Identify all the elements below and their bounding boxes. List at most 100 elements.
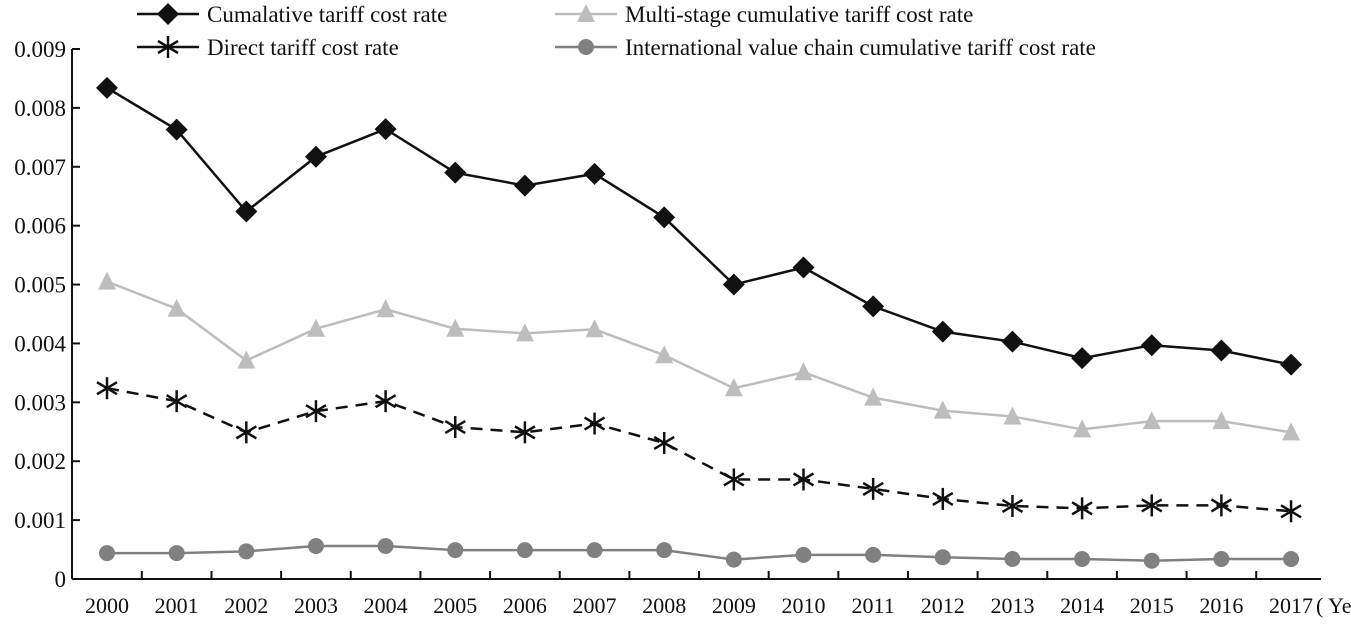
marker-circle bbox=[1213, 550, 1230, 567]
legend-item: International value chain cumulative tar… bbox=[555, 35, 1096, 60]
marker-diamond bbox=[1280, 353, 1303, 376]
x-tick-label: 2008 bbox=[642, 593, 686, 618]
marker-asterisk bbox=[723, 468, 745, 491]
series-line bbox=[106, 386, 1292, 513]
marker-circle bbox=[578, 39, 594, 55]
marker-triangle bbox=[864, 387, 883, 406]
marker-asterisk bbox=[96, 377, 118, 400]
x-tick-label: 2002 bbox=[224, 593, 268, 618]
marker-asterisk bbox=[1001, 494, 1024, 517]
marker-asterisk bbox=[862, 477, 884, 500]
marker-triangle bbox=[933, 400, 952, 419]
series-diamond bbox=[96, 76, 1303, 376]
legend-label: Multi-stage cumulative tariff cost rate bbox=[625, 2, 973, 27]
marker-asterisk bbox=[653, 431, 675, 454]
marker-triangle bbox=[585, 319, 604, 338]
marker-stroke bbox=[792, 472, 815, 487]
marker-diamond bbox=[583, 162, 606, 185]
marker-asterisk bbox=[305, 400, 327, 423]
series-layer bbox=[96, 76, 1303, 569]
x-tick-label: 2009 bbox=[712, 593, 756, 618]
marker-diamond bbox=[862, 295, 885, 318]
marker-stroke bbox=[1210, 498, 1233, 513]
x-tick-label: 2014 bbox=[1060, 593, 1104, 618]
marker-triangle bbox=[167, 298, 186, 317]
x-tick-label: 2004 bbox=[364, 593, 408, 618]
marker-circle bbox=[516, 542, 533, 559]
marker-stroke bbox=[932, 491, 954, 506]
marker-triangle bbox=[306, 318, 325, 337]
y-tick-label: 0 bbox=[55, 567, 67, 592]
marker-stroke bbox=[583, 416, 606, 431]
x-tick-label: 2005 bbox=[433, 593, 477, 618]
legend-label: Direct tariff cost rate bbox=[207, 35, 399, 60]
marker-asterisk bbox=[1141, 494, 1163, 517]
marker-asterisk bbox=[514, 421, 536, 444]
marker-stroke bbox=[723, 472, 745, 487]
marker-asterisk bbox=[235, 421, 257, 444]
marker-asterisk bbox=[1071, 497, 1093, 520]
marker-diamond bbox=[931, 320, 954, 343]
series-line bbox=[107, 544, 1292, 562]
marker-triangle bbox=[1212, 411, 1231, 430]
marker-triangle bbox=[515, 323, 534, 342]
series-triangle bbox=[98, 271, 1301, 441]
marker-circle bbox=[1143, 552, 1160, 569]
marker-circle bbox=[934, 549, 951, 566]
x-tick-label: 2006 bbox=[503, 593, 547, 618]
marker-stroke bbox=[374, 394, 397, 409]
marker-asterisk bbox=[374, 390, 397, 413]
marker-triangle bbox=[237, 350, 256, 369]
marker-circle bbox=[725, 551, 742, 568]
marker-triangle bbox=[1003, 406, 1022, 425]
marker-stroke bbox=[235, 425, 257, 440]
marker-circle bbox=[377, 538, 394, 555]
marker-circle bbox=[865, 546, 882, 563]
marker-diamond bbox=[513, 174, 536, 197]
x-tick-label: 2016 bbox=[1199, 593, 1243, 618]
marker-stroke bbox=[1280, 504, 1302, 519]
legend-item: Multi-stage cumulative tariff cost rate bbox=[555, 2, 973, 27]
x-tick-label: 2003 bbox=[294, 593, 338, 618]
marker-diamond bbox=[1210, 339, 1233, 362]
marker-stroke bbox=[862, 481, 884, 496]
x-tick-label: 2013 bbox=[990, 593, 1034, 618]
marker-circle bbox=[795, 546, 812, 563]
marker-asterisk bbox=[792, 468, 815, 491]
x-tick-label: 2001 bbox=[155, 593, 199, 618]
y-tick-label: 0.001 bbox=[14, 508, 66, 533]
marker-stroke bbox=[1071, 501, 1093, 516]
marker-triangle bbox=[577, 4, 595, 22]
y-tick-label: 0.003 bbox=[14, 390, 66, 415]
legend-item: Direct tariff cost rate bbox=[137, 35, 399, 60]
y-tick-label: 0.009 bbox=[14, 37, 66, 62]
axes: 0 0.001 0.002 0.003 0.004 0.005 0.006 0.007 0.00… bbox=[14, 37, 1322, 618]
legend-label: Cumalative tariff cost rate bbox=[207, 2, 447, 27]
marker-diamond bbox=[444, 161, 467, 184]
marker-triangle bbox=[1142, 411, 1161, 430]
marker-asterisk bbox=[932, 487, 954, 510]
marker-diamond bbox=[1140, 334, 1163, 357]
marker-stroke bbox=[305, 404, 327, 419]
marker-diamond bbox=[1001, 330, 1024, 353]
x-tick-label: 2012 bbox=[921, 593, 965, 618]
legend-label: International value chain cumulative tar… bbox=[625, 35, 1096, 60]
marker-asterisk bbox=[583, 412, 606, 435]
marker-circle bbox=[1074, 550, 1091, 567]
marker-triangle bbox=[1073, 419, 1092, 438]
x-axis-label: ( Year ) bbox=[1316, 593, 1351, 618]
legend: Cumalative tariff cost rate Multi-stage c… bbox=[137, 2, 1096, 60]
marker-diamond bbox=[304, 145, 327, 168]
marker-triangle bbox=[446, 318, 465, 337]
y-tick-label: 0.004 bbox=[14, 331, 66, 356]
y-tick-label: 0.002 bbox=[14, 449, 66, 474]
marker-circle bbox=[586, 542, 603, 559]
marker-triangle bbox=[724, 378, 743, 397]
marker-triangle bbox=[1282, 422, 1301, 441]
marker-circle bbox=[447, 542, 464, 559]
y-tick-label: 0.007 bbox=[14, 155, 66, 180]
marker-diamond bbox=[374, 118, 397, 141]
marker-diamond bbox=[96, 76, 118, 99]
marker-triangle bbox=[655, 345, 674, 364]
marker-stroke bbox=[514, 425, 536, 440]
